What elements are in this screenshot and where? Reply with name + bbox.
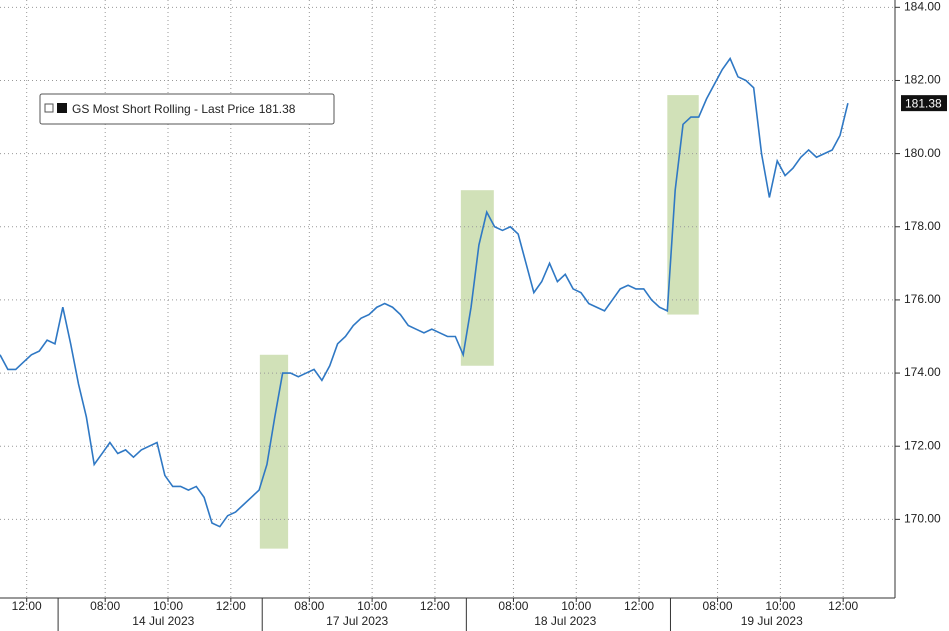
day-label: 14 Jul 2023 [132, 614, 194, 628]
x-tick-label: 08:00 [294, 599, 324, 613]
x-tick-label: 10:00 [153, 599, 183, 613]
x-tick-label: 10:00 [561, 599, 591, 613]
x-tick-label: 10:00 [357, 599, 387, 613]
x-tick-label: 12:00 [624, 599, 654, 613]
x-tick-label: 12:00 [12, 599, 42, 613]
x-tick-label: 12:00 [216, 599, 246, 613]
y-tick-label: 180.00 [904, 146, 941, 160]
day-label: 19 Jul 2023 [741, 614, 803, 628]
day-label: 17 Jul 2023 [326, 614, 388, 628]
x-tick-label: 12:00 [828, 599, 858, 613]
legend-text: GS Most Short Rolling - Last Price 181.38 [72, 102, 296, 116]
legend-last-value: 181.38 [259, 102, 296, 116]
legend-series-name: GS Most Short Rolling - Last Price [72, 102, 255, 116]
x-tick-label: 08:00 [498, 599, 528, 613]
day-label: 18 Jul 2023 [534, 614, 596, 628]
y-tick-label: 182.00 [904, 73, 941, 87]
last-price-tag [901, 95, 947, 112]
y-tick-label: 170.00 [904, 512, 941, 526]
y-tick-label: 176.00 [904, 292, 941, 306]
x-tick-label: 08:00 [703, 599, 733, 613]
legend-toggle [44, 103, 54, 113]
y-tick-label: 172.00 [904, 438, 941, 452]
x-tick-label: 12:00 [420, 599, 450, 613]
highlight-box [259, 354, 289, 549]
legend-box [39, 93, 335, 125]
legend-swatch [57, 103, 67, 113]
y-tick-label: 178.00 [904, 219, 941, 233]
price-line [0, 56, 849, 528]
legend: GS Most Short Rolling - Last Price 181.38 [39, 93, 335, 125]
y-tick-label: 174.00 [904, 365, 941, 379]
x-tick-label: 10:00 [765, 599, 795, 613]
highlight-box [667, 95, 699, 315]
y-tick-label: 184.00 [904, 0, 941, 13]
last-price-label: 181.38 [905, 96, 942, 110]
x-tick-label: 08:00 [90, 599, 120, 613]
